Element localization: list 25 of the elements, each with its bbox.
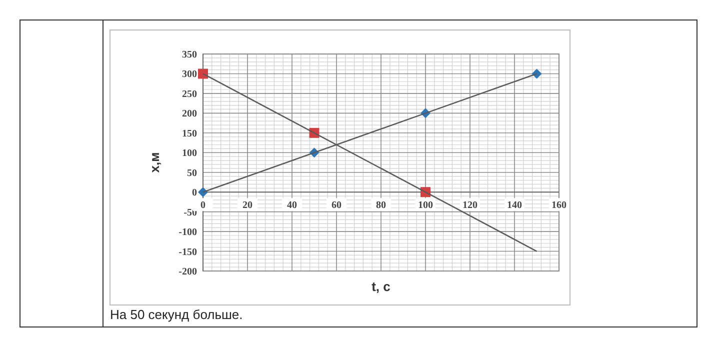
x-tick-label: 160 — [552, 200, 566, 212]
x-tick-label: 120 — [462, 200, 478, 212]
y-tick-label: 350 — [182, 50, 197, 60]
x-tick-label: 140 — [507, 200, 522, 212]
y-tick-label: 100 — [182, 148, 197, 160]
x-tick-label: 80 — [376, 200, 386, 212]
y-tick-label: 150 — [182, 128, 197, 140]
y-tick-label: 300 — [182, 69, 197, 80]
x-tick-label: 20 — [242, 200, 252, 212]
x-tick-label: 0 — [200, 200, 206, 212]
y-axis-title: x,м — [147, 152, 162, 173]
y-tick-label: -150 — [178, 246, 197, 258]
point — [198, 187, 208, 198]
x-axis-title: t, c — [372, 279, 390, 294]
x-tick-label: 100 — [418, 200, 433, 212]
y-tick-label: 250 — [182, 88, 197, 100]
y-tick-label: 50 — [187, 168, 197, 179]
y-tick-label: 200 — [182, 108, 197, 120]
y-tick-label: -100 — [178, 227, 197, 238]
x-tick-label: 40 — [287, 200, 297, 212]
y-tick-label: -200 — [178, 266, 197, 278]
point — [198, 68, 208, 79]
text: На 50 секунд больше. — [110, 307, 243, 322]
y-tick-label: 0 — [192, 188, 197, 199]
x-tick-label: 60 — [332, 200, 342, 212]
